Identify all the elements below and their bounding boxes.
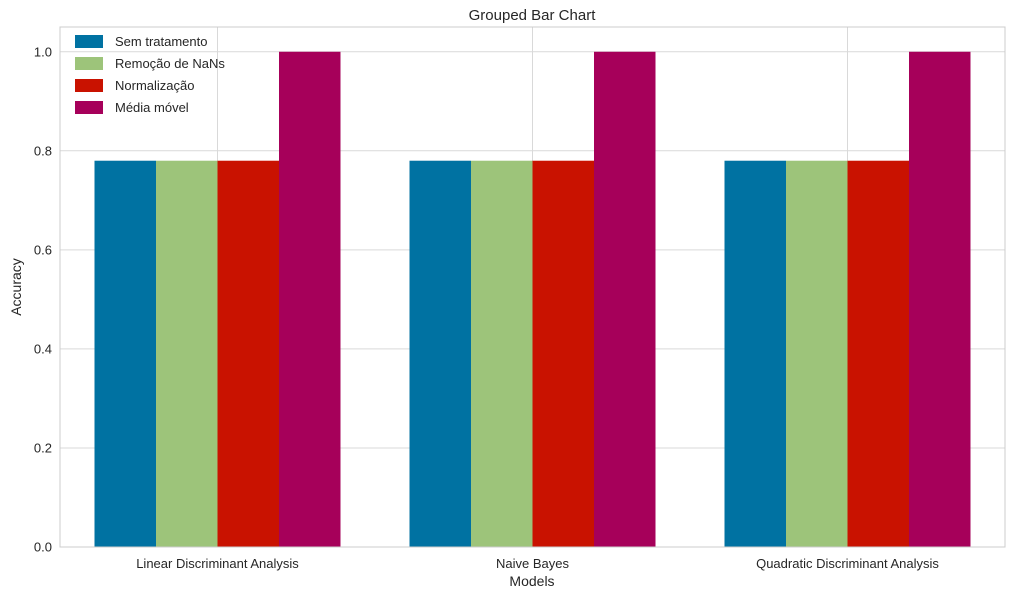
- x-tick-label: Linear Discriminant Analysis: [136, 556, 299, 571]
- legend-label: Média móvel: [115, 100, 189, 115]
- legend-swatch: [75, 35, 103, 48]
- legend-label: Sem tratamento: [115, 34, 208, 49]
- y-tick-label: 0.8: [34, 143, 52, 158]
- y-tick-label: 1.0: [34, 44, 52, 59]
- bar: [724, 160, 786, 547]
- legend: Sem tratamento Remoção de NaNs Normalizaçã…: [75, 34, 225, 115]
- bar: [409, 160, 471, 547]
- legend-label: Normalização: [115, 78, 194, 93]
- bar: [94, 160, 156, 547]
- bar: [786, 160, 848, 547]
- bar: [156, 160, 218, 547]
- y-tick-label: 0.4: [34, 341, 52, 356]
- legend-swatch: [75, 57, 103, 70]
- legend-swatch: [75, 79, 103, 92]
- y-tick-label: 0.0: [34, 540, 52, 555]
- plot-frame: [59, 26, 1006, 548]
- ticks-layer: 0.0 0.2 0.4 0.6 0.8 1.0 Linear Discriminant An…: [34, 44, 939, 571]
- bar: [279, 51, 341, 548]
- x-tick-label: Naive Bayes: [496, 556, 569, 571]
- bar: [909, 51, 971, 548]
- bar: [217, 160, 279, 547]
- bar: [471, 160, 533, 547]
- bar: [594, 51, 656, 548]
- legend-label: Remoção de NaNs: [115, 56, 225, 71]
- x-axis-title: Models: [509, 573, 554, 589]
- legend-swatch: [75, 101, 103, 114]
- bars-layer: [94, 51, 971, 548]
- bar: [847, 160, 909, 547]
- x-tick-label: Quadratic Discriminant Analysis: [756, 556, 939, 571]
- y-axis-title: Accuracy: [8, 258, 24, 316]
- bar: [532, 160, 594, 547]
- y-tick-label: 0.6: [34, 242, 52, 257]
- y-tick-label: 0.2: [34, 440, 52, 455]
- chart-title: Grouped Bar Chart: [469, 7, 597, 24]
